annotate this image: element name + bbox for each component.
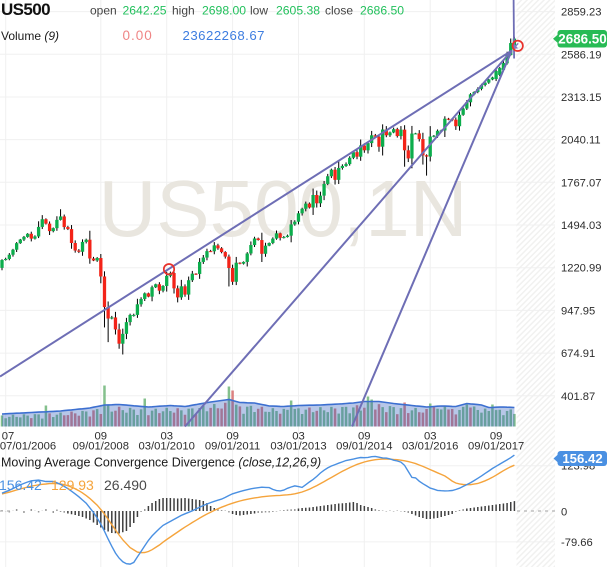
svg-text:947.95: 947.95 [561,305,595,317]
svg-text:1767.07: 1767.07 [561,177,601,189]
svg-text:07/01/2006: 07/01/2006 [0,441,56,453]
svg-text:2859.23: 2859.23 [561,7,601,19]
svg-text:09/01/2017: 09/01/2017 [468,441,524,453]
svg-text:US500,1N: US500,1N [98,164,467,253]
svg-text:09: 09 [95,431,108,443]
svg-text:1494.03: 1494.03 [561,220,601,232]
svg-text:156.42: 156.42 [562,451,602,466]
svg-text:03/01/2016: 03/01/2016 [402,441,458,453]
svg-text:1220.99: 1220.99 [561,263,601,275]
svg-text:03: 03 [424,431,437,443]
svg-text:2686.50: 2686.50 [558,32,606,47]
svg-text:Volume (9): Volume (9) [1,29,59,43]
svg-text:2605.38: 2605.38 [276,4,320,18]
svg-text:03: 03 [292,431,305,443]
svg-text:26.490: 26.490 [104,477,147,493]
svg-text:03/01/2013: 03/01/2013 [270,441,326,453]
svg-text:09/01/2008: 09/01/2008 [73,441,129,453]
svg-text:674.91: 674.91 [561,348,595,360]
svg-text:156.42: 156.42 [0,477,42,493]
svg-text:2686.50: 2686.50 [360,4,404,18]
svg-text:03: 03 [160,431,173,443]
svg-text:2642.25: 2642.25 [123,4,167,18]
svg-text:03/01/2010: 03/01/2010 [139,441,195,453]
svg-text:close: close [325,4,353,18]
svg-text:2586.19: 2586.19 [561,49,601,61]
svg-text:09: 09 [226,431,239,443]
svg-text:0.00: 0.00 [123,28,153,43]
svg-text:2313.15: 2313.15 [561,92,601,104]
svg-text:09/01/2011: 09/01/2011 [205,441,260,453]
svg-text:low: low [250,4,268,18]
svg-text:2698.00: 2698.00 [202,4,246,18]
svg-text:Moving Average Convergence Div: Moving Average Convergence Divergence (c… [1,456,321,470]
svg-text:high: high [172,4,195,18]
svg-text:401.87: 401.87 [561,391,595,403]
svg-text:09/01/2014: 09/01/2014 [336,441,392,453]
svg-text:US500: US500 [1,0,50,19]
svg-text:07: 07 [2,431,15,443]
svg-text:23622268.67: 23622268.67 [183,28,266,43]
svg-text:09: 09 [490,431,503,443]
svg-text:129.93: 129.93 [51,477,94,493]
svg-text:09: 09 [358,431,371,443]
svg-text:0: 0 [561,506,567,518]
svg-text:open: open [90,4,117,18]
svg-text:-79.66: -79.66 [561,537,593,549]
svg-text:2040.11: 2040.11 [561,135,601,147]
